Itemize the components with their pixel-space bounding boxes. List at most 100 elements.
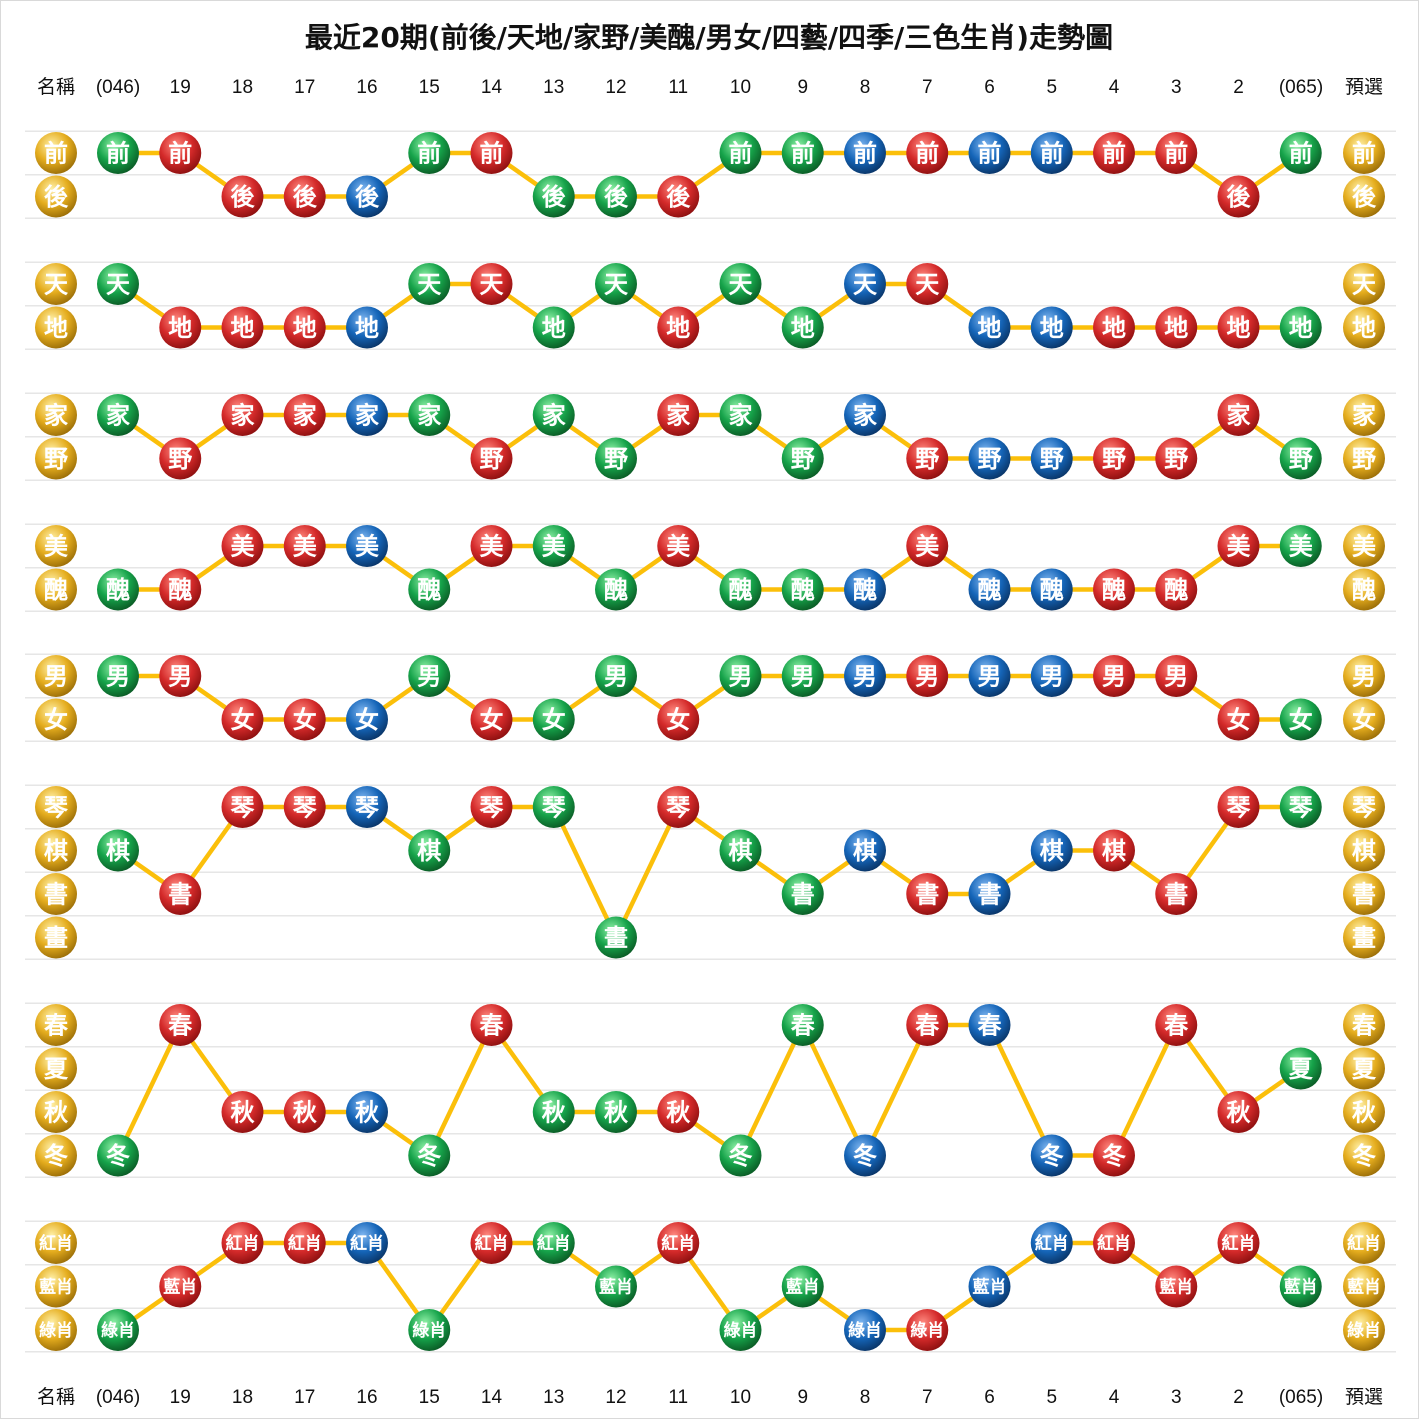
category-label-right-5-1-label: 棋	[1352, 836, 1376, 865]
category-label-right-0-1: 後	[1343, 175, 1385, 218]
data-ball-1-3-label: 地	[293, 313, 317, 342]
category-label-right-1-1-label: 地	[1352, 313, 1376, 342]
data-ball-7-17-circle	[1155, 1265, 1198, 1308]
data-ball-4-17: 男	[1155, 655, 1198, 697]
data-ball-7-12-circle	[844, 1309, 886, 1351]
data-ball-3-9: 美	[657, 525, 700, 567]
data-ball-5-18-circle	[1217, 786, 1260, 828]
data-ball-4-0-label: 男	[106, 662, 130, 691]
category-label-left-7-2-label: 綠肖	[39, 1320, 73, 1341]
data-ball-4-15-circle	[1030, 655, 1073, 697]
data-ball-2-6-circle	[470, 437, 513, 480]
data-ball-2-14-label: 野	[978, 444, 1002, 473]
category-label-left-5-0-label: 琴	[44, 793, 68, 822]
data-ball-2-2-circle	[221, 394, 264, 436]
data-ball-3-16-circle	[1093, 568, 1135, 611]
data-ball-4-18-circle	[1217, 698, 1260, 741]
data-ball-1-2: 地	[221, 306, 264, 349]
category-label-right-6-2-label: 秋	[1352, 1098, 1377, 1127]
data-ball-3-10-circle	[719, 568, 762, 611]
data-ball-1-7-circle	[532, 306, 575, 349]
footer-row: 名稱 (046) (065) 預選 19 18 17 16 15 14 13 12 11 10 9 8…	[37, 1386, 1383, 1408]
data-ball-7-19: 藍肖	[1279, 1265, 1322, 1308]
category-label-right-6-0: 春	[1343, 1004, 1385, 1046]
data-ball-0-4-circle	[346, 175, 388, 218]
data-ball-2-0-circle	[97, 394, 139, 436]
data-ball-1-17-circle	[1155, 306, 1198, 349]
data-ball-6-3: 秋	[283, 1091, 326, 1133]
data-ball-0-18-circle	[1217, 175, 1260, 218]
data-ball-5-11-circle	[781, 873, 824, 915]
data-ball-4-18: 女	[1217, 698, 1260, 741]
data-ball-7-0-circle	[97, 1309, 139, 1351]
data-ball-0-2: 後	[221, 175, 264, 218]
data-ball-5-10: 棋	[719, 829, 762, 872]
data-ball-4-2-label: 女	[231, 705, 255, 734]
header-last-issue: (065)	[1279, 77, 1323, 98]
data-ball-3-16-label: 醜	[1102, 575, 1126, 604]
data-ball-7-0-label: 綠肖	[101, 1320, 135, 1341]
data-ball-1-0-circle	[97, 263, 139, 305]
data-ball-0-8-label: 後	[604, 182, 629, 211]
data-ball-1-6-circle	[470, 263, 513, 305]
category-label-right-5-3: 畫	[1343, 916, 1385, 959]
data-ball-0-3-circle	[283, 175, 326, 218]
category-label-left-4-1: 女	[35, 698, 77, 741]
category-label-right-5-2: 書	[1343, 873, 1385, 915]
data-ball-2-5-label: 家	[417, 401, 441, 430]
data-ball-7-17: 藍肖	[1155, 1265, 1198, 1308]
data-ball-6-12-label: 冬	[853, 1141, 877, 1170]
data-ball-3-0-circle	[97, 568, 139, 611]
data-ball-0-13: 前	[906, 132, 949, 174]
category-label-left-6-3: 冬	[35, 1134, 77, 1177]
data-ball-7-11: 藍肖	[781, 1265, 824, 1308]
data-ball-3-19-circle	[1279, 525, 1322, 567]
data-ball-0-9-circle	[657, 175, 700, 218]
data-ball-5-5-circle	[408, 829, 451, 872]
data-ball-0-19: 前	[1279, 132, 1322, 174]
category-label-right-4-1-label: 女	[1352, 705, 1376, 734]
data-ball-4-19: 女	[1279, 698, 1322, 741]
data-ball-0-12-label: 前	[853, 139, 877, 168]
data-ball-7-11-circle	[781, 1265, 824, 1308]
category-label-right-0-0-label: 前	[1352, 139, 1376, 168]
header-first-issue: (046)	[96, 77, 140, 98]
category-label-left-2-1-label: 野	[44, 444, 68, 473]
data-ball-0-9-label: 後	[666, 182, 691, 211]
category-label-right-0-0-circle	[1343, 132, 1385, 174]
data-ball-0-14-label: 前	[978, 139, 1002, 168]
data-ball-5-12-circle	[844, 829, 886, 872]
category-label-right-7-2: 綠肖	[1343, 1309, 1385, 1351]
data-ball-0-10: 前	[719, 132, 762, 174]
data-ball-6-14-label: 春	[978, 1011, 1002, 1040]
category-label-left-5-3-circle	[35, 916, 77, 959]
data-ball-2-8-label: 野	[604, 444, 628, 473]
data-ball-3-5-label: 醜	[417, 575, 441, 604]
data-ball-6-2-circle	[221, 1091, 264, 1133]
data-ball-7-6-label: 紅肖	[475, 1233, 509, 1254]
data-ball-4-13-circle	[906, 655, 949, 697]
data-ball-2-0: 家	[97, 394, 139, 436]
data-ball-2-9-circle	[657, 394, 700, 436]
category-label-left-7-1-label: 藍肖	[39, 1277, 73, 1298]
data-ball-3-7-circle	[532, 525, 575, 567]
data-ball-0-11-circle	[781, 132, 824, 174]
data-ball-0-12: 前	[844, 132, 886, 174]
footer-period-7: 7	[922, 1387, 933, 1408]
data-ball-1-18-circle	[1217, 306, 1260, 349]
data-ball-6-2: 秋	[221, 1091, 264, 1133]
header-period-7: 7	[922, 77, 933, 98]
category-label-left-1-1-circle	[35, 306, 77, 349]
data-ball-5-1: 書	[159, 873, 202, 915]
data-ball-4-19-label: 女	[1289, 705, 1313, 734]
data-ball-7-0: 綠肖	[97, 1309, 139, 1351]
data-ball-3-9-circle	[657, 525, 700, 567]
category-label-right-0-0: 前	[1343, 132, 1385, 174]
data-ball-3-17-circle	[1155, 568, 1198, 611]
data-ball-5-12: 棋	[844, 829, 886, 872]
category-label-right-7-1-label: 藍肖	[1347, 1277, 1381, 1298]
data-ball-7-19-label: 藍肖	[1284, 1277, 1318, 1298]
data-ball-5-15-circle	[1030, 829, 1073, 872]
data-ball-6-17-label: 春	[1164, 1011, 1188, 1040]
category-label-right-1-1: 地	[1343, 306, 1385, 349]
